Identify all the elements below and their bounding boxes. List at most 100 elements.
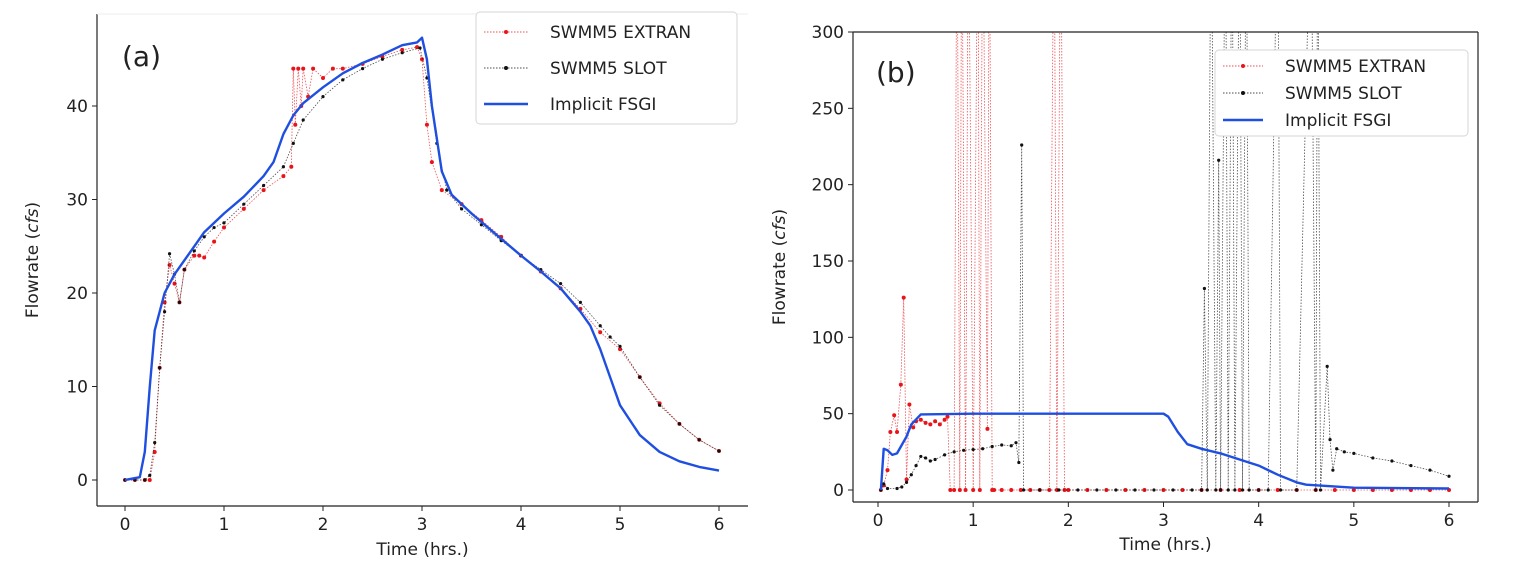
data-point (1114, 488, 1118, 492)
data-point (928, 459, 932, 463)
legend-item: Implicit FSGI (484, 95, 656, 115)
data-point (1428, 468, 1432, 472)
panel-a: 0 1 2 3 4 5 6 0 10 20 30 40 Time (hrs.) Flowrate (cfs… (23, 11, 748, 560)
data-point (1351, 488, 1356, 492)
data-point (1180, 488, 1185, 492)
data-point (1257, 488, 1261, 492)
data-point (1214, 488, 1218, 492)
legend-swatch-marker (504, 30, 508, 34)
y-axis-label: Flowrate (cfs) (770, 209, 790, 325)
data-point (415, 45, 420, 50)
data-point (1328, 438, 1332, 442)
data-point (321, 75, 325, 80)
data-point (400, 51, 404, 55)
x-axis-label: Time (hrs.) (375, 540, 468, 560)
data-point (1205, 488, 1209, 492)
data-point (289, 164, 294, 169)
data-point (618, 347, 622, 352)
data-point (153, 441, 157, 445)
y-tick-label: 0 (833, 481, 844, 501)
x-tick-label: 4 (1253, 511, 1264, 531)
data-point (895, 486, 899, 491)
data-point (992, 488, 997, 492)
data-point (948, 488, 953, 492)
data-point (1325, 364, 1329, 368)
data-point (192, 249, 196, 253)
legend-label: SWMM5 EXTRAN (1285, 57, 1426, 77)
data-point (957, 488, 962, 492)
data-point (697, 438, 701, 442)
data-point (212, 225, 216, 230)
data-point (963, 488, 968, 492)
series-line (880, 32, 1450, 491)
data-point (420, 57, 424, 62)
x-tick-label: 3 (417, 515, 428, 535)
series-implicit-fsgi (879, 412, 1450, 491)
data-point (1352, 451, 1356, 455)
data-point (330, 66, 335, 71)
panel-label: (b) (876, 56, 916, 89)
data-point (1014, 441, 1018, 445)
x-tick-label: 0 (120, 515, 131, 535)
data-point (1371, 456, 1375, 460)
data-point (1123, 488, 1128, 492)
data-point (900, 485, 904, 489)
data-point (439, 188, 444, 193)
data-point (1022, 488, 1026, 492)
data-point (952, 450, 956, 454)
data-point (943, 453, 947, 457)
data-point (1202, 286, 1207, 291)
data-point (177, 300, 182, 304)
data-point (143, 478, 147, 482)
data-point (598, 324, 602, 328)
x-tick-label: 2 (1063, 511, 1074, 531)
data-point (301, 118, 305, 122)
data-point (1057, 488, 1061, 492)
data-point (598, 330, 603, 335)
data-point (1009, 444, 1013, 448)
x-tick-label: 0 (873, 511, 884, 531)
panel-label: (a) (122, 40, 161, 73)
data-point (904, 477, 909, 482)
data-point (907, 402, 912, 407)
data-point (1314, 488, 1318, 492)
data-point (1237, 488, 1242, 492)
data-point (241, 206, 246, 211)
data-point (895, 429, 900, 434)
data-point (311, 66, 316, 71)
x-axis-label: Time (hrs.) (1118, 535, 1211, 555)
data-point (977, 488, 982, 492)
legend-item: SWMM5 EXTRAN (484, 23, 691, 43)
y-tick-label: 200 (812, 176, 844, 196)
data-point (262, 183, 266, 188)
data-point (167, 252, 172, 256)
legend-item: SWMM5 EXTRAN (1223, 57, 1426, 77)
data-point (885, 468, 890, 473)
data-point (418, 46, 422, 50)
legend-swatch-marker (504, 66, 508, 70)
data-point (901, 295, 906, 300)
data-point (293, 122, 298, 127)
data-point (1219, 488, 1223, 492)
legend-box (475, 11, 738, 125)
data-point (981, 447, 985, 451)
data-point (999, 488, 1004, 492)
data-point (892, 413, 897, 418)
legend-box (1214, 49, 1469, 137)
x-tick-label: 1 (219, 515, 230, 535)
data-point (971, 488, 976, 492)
data-point (1226, 488, 1230, 492)
y-axis-label-part: Flowrate ( (770, 240, 790, 325)
data-point (321, 95, 325, 99)
data-point (1171, 488, 1175, 492)
data-point (222, 225, 226, 230)
y-tick-label: 30 (66, 191, 88, 211)
data-point (1217, 158, 1221, 162)
data-point (197, 253, 202, 258)
data-point (222, 221, 226, 225)
data-point (1152, 488, 1156, 492)
legend-label: SWMM5 EXTRAN (550, 23, 691, 43)
legend-label: SWMM5 SLOT (1285, 84, 1402, 104)
data-point (882, 482, 886, 486)
